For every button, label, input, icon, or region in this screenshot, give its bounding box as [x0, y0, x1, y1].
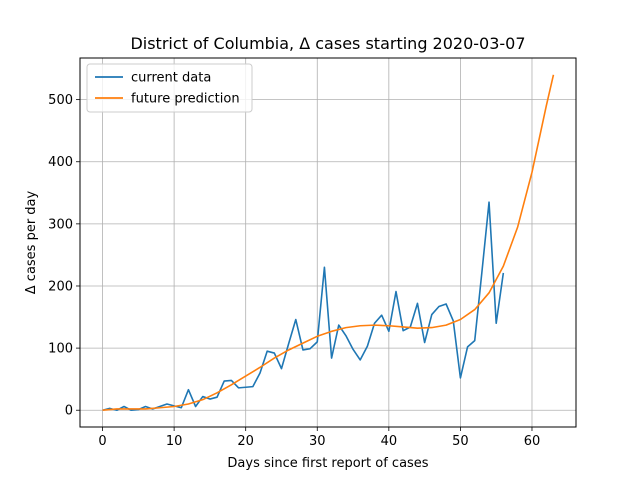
series-line-1	[102, 201, 505, 412]
legend-label-1: current data	[131, 71, 211, 86]
y-tick-label: 100	[48, 342, 73, 357]
x-axis-label: Days since first report of cases	[227, 456, 428, 471]
chart-title: District of Columbia, Δ cases starting 2…	[130, 34, 525, 53]
x-tick-label: 60	[524, 434, 541, 449]
y-axis-label: Δ cases per day	[24, 190, 39, 294]
x-tick-label: 10	[166, 434, 183, 449]
y-tick-label: 300	[48, 217, 73, 232]
x-tick-label: 50	[452, 434, 469, 449]
plot-series	[102, 74, 555, 412]
axis-ticks: 0 10 20 30 40 50 60 0 100 200 300 400 500	[48, 93, 540, 449]
y-tick-label: 400	[48, 155, 73, 170]
axes-frame	[79, 57, 577, 428]
y-tick-label: 500	[48, 93, 73, 108]
legend: current data future prediction	[86, 63, 253, 113]
y-tick-label: 0	[65, 404, 73, 419]
legend-label-2: future prediction	[131, 92, 240, 107]
series-line-2	[102, 74, 555, 412]
x-tick-label: 20	[237, 434, 254, 449]
x-tick-label: 30	[309, 434, 326, 449]
x-tick-label: 0	[98, 434, 106, 449]
x-tick-label: 40	[381, 434, 398, 449]
y-tick-label: 200	[48, 279, 73, 294]
legend-box	[86, 63, 253, 113]
